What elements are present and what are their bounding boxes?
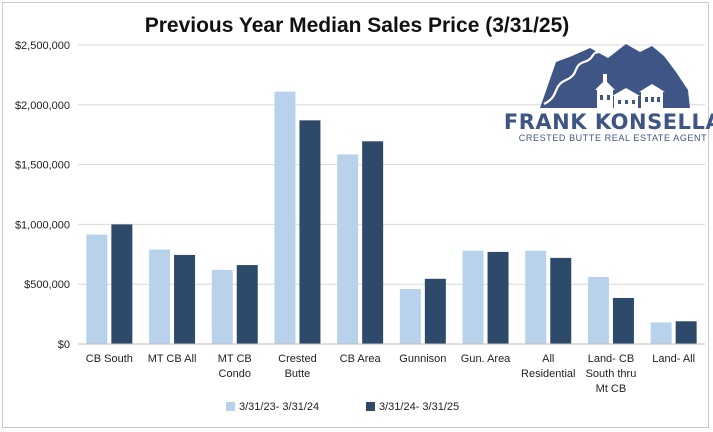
x-tick-label: MT CB All — [148, 353, 197, 365]
x-tick-label-line: Butte — [285, 368, 311, 380]
bar — [424, 278, 446, 344]
legend-label: 3/31/24- 3/31/25 — [379, 401, 459, 413]
x-tick-label-line: Crested — [278, 353, 317, 365]
bars — [86, 91, 697, 345]
x-tick-label-line: MT CB All — [148, 353, 197, 365]
logo-tagline: CRESTED BUTTE REAL ESTATE AGENT — [519, 133, 707, 143]
x-tick-label-line: MT CB — [218, 353, 252, 365]
bar — [174, 254, 196, 344]
y-tick-label: $2,500,000 — [15, 40, 70, 52]
building-windows — [600, 95, 660, 104]
y-tick-label: $2,000,000 — [15, 100, 70, 112]
x-tick-label: CB South — [86, 353, 133, 365]
x-tick-label-line: Mt CB — [596, 383, 627, 395]
x-tick-label: Gunnison — [399, 353, 446, 365]
bar — [337, 154, 359, 344]
bar — [274, 91, 296, 344]
y-axis-ticks: $0 $500,000 $1,000,000 $1,500,000 $2,000,000… — [15, 40, 70, 351]
bar — [362, 141, 384, 344]
road-icon — [543, 50, 601, 105]
bar — [550, 257, 572, 344]
logo-name: FRANK KONSELLA — [504, 110, 713, 134]
x-tick-label-line: Land- All — [652, 353, 695, 365]
bar — [650, 322, 672, 344]
y-tick-label: $500,000 — [24, 279, 70, 291]
bar — [612, 297, 634, 344]
x-tick-label: Land- All — [652, 353, 695, 365]
x-tick-label: All Residential — [521, 353, 575, 380]
x-tick-label-line: CB South — [86, 353, 133, 365]
bar — [236, 265, 258, 344]
x-tick-label-line: CB Area — [340, 353, 382, 365]
bar — [111, 224, 133, 344]
bar — [525, 250, 547, 344]
y-tick-label: $1,000,000 — [15, 219, 70, 231]
legend: 3/31/23- 3/31/24 3/31/24- 3/31/25 — [226, 401, 459, 413]
x-tick-label: MT CB Condo — [218, 353, 252, 380]
x-tick-label-line: All — [542, 353, 554, 365]
bar — [211, 269, 233, 344]
x-tick-label: CB Area — [340, 353, 382, 365]
x-tick-label-line: Condo — [219, 368, 251, 380]
x-tick-label-line: Gunnison — [399, 353, 446, 365]
chart-title: Previous Year Median Sales Price (3/31/2… — [145, 14, 570, 37]
y-tick-label: $1,500,000 — [15, 160, 70, 172]
y-tick-label: $0 — [58, 339, 70, 351]
bar — [86, 234, 108, 344]
bar — [587, 277, 609, 344]
bar — [149, 249, 171, 344]
legend-label: 3/31/23- 3/31/24 — [239, 401, 319, 413]
bar — [399, 288, 421, 344]
bar — [487, 251, 509, 344]
x-tick-label: Crested Butte — [278, 353, 317, 380]
x-tick-label-line: Gun. Area — [461, 353, 511, 365]
legend-swatch — [226, 402, 235, 411]
x-tick-label-line: Residential — [521, 368, 575, 380]
x-tick-label: Land- CB South thru Mt CB — [586, 353, 637, 395]
x-tick-label-line: South thru — [586, 368, 637, 380]
x-tick-label: Gun. Area — [461, 353, 511, 365]
legend-swatch — [366, 402, 375, 411]
frank-konsella-logo: FRANK KONSELLA CRESTED BUTTE REAL ESTATE… — [504, 44, 713, 143]
bar — [675, 321, 697, 344]
bar — [299, 120, 321, 345]
bar — [462, 250, 484, 344]
x-tick-label-line: Land- CB — [588, 353, 634, 365]
